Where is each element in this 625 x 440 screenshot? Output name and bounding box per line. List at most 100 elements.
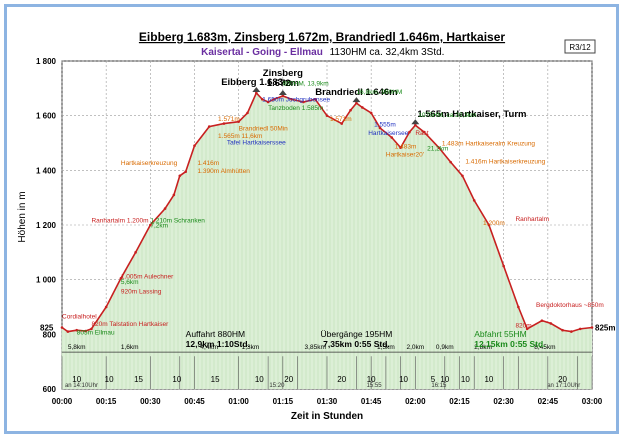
x-tick-label: 02:30 — [493, 397, 514, 406]
annotation-label: Tafel Hartkaiserssee — [227, 139, 286, 146]
annotation-label: 820m — [515, 323, 531, 330]
distance-label: 3,85km — [305, 344, 326, 351]
annotation-label: 1.200m — [483, 220, 505, 227]
summary-box-line: Übergänge 195HM — [321, 329, 393, 339]
interval-number: 10 — [105, 375, 114, 384]
y-tick-label: 1 000 — [36, 276, 57, 285]
profile-point — [246, 111, 249, 115]
profile-point — [134, 251, 137, 254]
annotation-label: 1.483m — [395, 143, 417, 150]
annotation-label: 1075HM, ca 20,3km — [418, 112, 476, 119]
distance-label: 1,5km — [377, 344, 395, 351]
interval-number: 20 — [284, 375, 293, 384]
annotation-label: Ranhartalm 1.200m — [91, 217, 148, 224]
interval-number: 5 — [431, 375, 436, 384]
annotation-sub: Hartkaiserkreuzung — [487, 159, 546, 166]
x-axis-label: Zeit in Stunden — [291, 411, 363, 422]
peak-marker — [352, 97, 361, 103]
page-label: R3/12 — [569, 43, 591, 52]
profile-point — [281, 94, 285, 98]
x-tick-label: 01:15 — [273, 397, 294, 406]
profile-point — [290, 97, 293, 101]
interval-number: 15 — [134, 375, 143, 384]
interval-number: 10 — [440, 375, 449, 384]
x-tick-label: 03:00 — [582, 397, 603, 406]
time-mark: 15:20 — [269, 383, 285, 389]
y-axis-label: Höhen in m — [17, 191, 28, 242]
profile-point — [378, 126, 382, 130]
profile-point — [590, 326, 594, 329]
summary-box-line: 12,15km 0:55 Std. — [474, 339, 545, 349]
x-tick-label: 01:45 — [361, 397, 382, 406]
annotation-label: 820m Talstation Hartkaiser — [91, 321, 169, 328]
profile-line — [61, 91, 593, 333]
interval-number: 10 — [172, 375, 181, 384]
distance-label: 2,8km — [474, 344, 492, 351]
profile-point — [178, 174, 182, 178]
x-tick-label: 00:30 — [140, 397, 161, 406]
time-mark: an 17:10Uhr — [547, 383, 580, 389]
profile-point — [222, 122, 226, 125]
peak-label-2: 1.672m — [267, 78, 299, 89]
x-tick-label: 02:15 — [449, 397, 470, 406]
profile-point — [193, 144, 196, 148]
profile-point — [184, 170, 187, 173]
peak-marker — [411, 119, 420, 125]
stats-subtitle: 1130HM ca. 32,4km 3Std. — [330, 47, 445, 58]
profile-point — [369, 111, 373, 115]
annotation-label: 1.390m Almhütten — [197, 168, 250, 175]
annotation-label: Ranhartalm — [515, 216, 549, 223]
annotation-label: Brandriedl 50Min — [239, 126, 289, 133]
profile-point — [66, 330, 70, 333]
profile-point — [540, 319, 544, 322]
profile-point — [172, 193, 176, 197]
profile-point — [119, 277, 123, 280]
x-tick-label: 02:45 — [538, 397, 559, 406]
interval-number: 10 — [72, 375, 81, 384]
annotation-label: 1.483m Hartkaiseralm Kreuzung — [442, 141, 536, 148]
distance-label: 2,0km — [406, 344, 424, 351]
profile-point — [361, 106, 364, 109]
peak-label: Brandriedl 1.646m — [315, 87, 397, 98]
interval-number: 10 — [399, 375, 408, 384]
y-tick-label: 600 — [43, 385, 57, 394]
x-tick-label: 00:00 — [52, 397, 73, 406]
peak-label: 1.565m Hartkaiser, Turm — [417, 109, 526, 120]
y-tick-label: 1 400 — [36, 166, 57, 175]
profile-point — [517, 305, 520, 309]
right-end-label: 825m — [595, 324, 615, 333]
x-tick-label: 01:30 — [317, 397, 338, 406]
profile-point — [578, 327, 582, 331]
page-label-box — [564, 39, 596, 54]
annotation-sub: Talstation Hartkaiser — [108, 321, 169, 328]
interval-number: 10 — [484, 375, 493, 384]
annotation-label: 800HM, 13,9km — [283, 81, 329, 88]
profile-point — [570, 330, 573, 333]
profile-point — [149, 223, 152, 227]
annotation-label: 1.555m — [374, 122, 396, 129]
annotation-label: Bergdoktorhaus ~850m — [536, 302, 604, 309]
profile-point — [549, 322, 553, 325]
profile-point — [75, 328, 79, 332]
profile-point — [302, 100, 305, 104]
annotation-label: Tanzboden 1.585m — [268, 105, 323, 112]
annotation-label: 7,2km — [150, 223, 168, 230]
profile-area — [62, 92, 592, 389]
distance-label: 4,4km — [200, 344, 218, 351]
interval-number: 10 — [461, 375, 470, 384]
summary-box-line: Abfahrt 55HM — [474, 329, 526, 339]
profile-point — [414, 123, 417, 127]
y-tick-label: 1 600 — [36, 112, 57, 121]
summary-box-line: 12,9km 1:10Std. — [186, 339, 250, 349]
profile-point — [325, 114, 329, 117]
distance-label: 1,3km — [242, 344, 260, 351]
chart-frame: Eibberg 1.683m, Zinsberg 1.672m, Brandri… — [4, 4, 619, 434]
time-mark: 16:15 — [431, 383, 447, 389]
annotation-label: Hartkaiser20' — [386, 152, 424, 159]
x-tick-label: 01:00 — [228, 397, 249, 406]
annotation-label: 1.210m Schranken — [150, 217, 205, 224]
annotation-label: 1.650m Jochgrubensee — [262, 96, 330, 103]
annotation-label: 1.416m — [197, 160, 219, 167]
distance-label: 0,9km — [436, 344, 454, 351]
profile-point — [349, 108, 352, 112]
